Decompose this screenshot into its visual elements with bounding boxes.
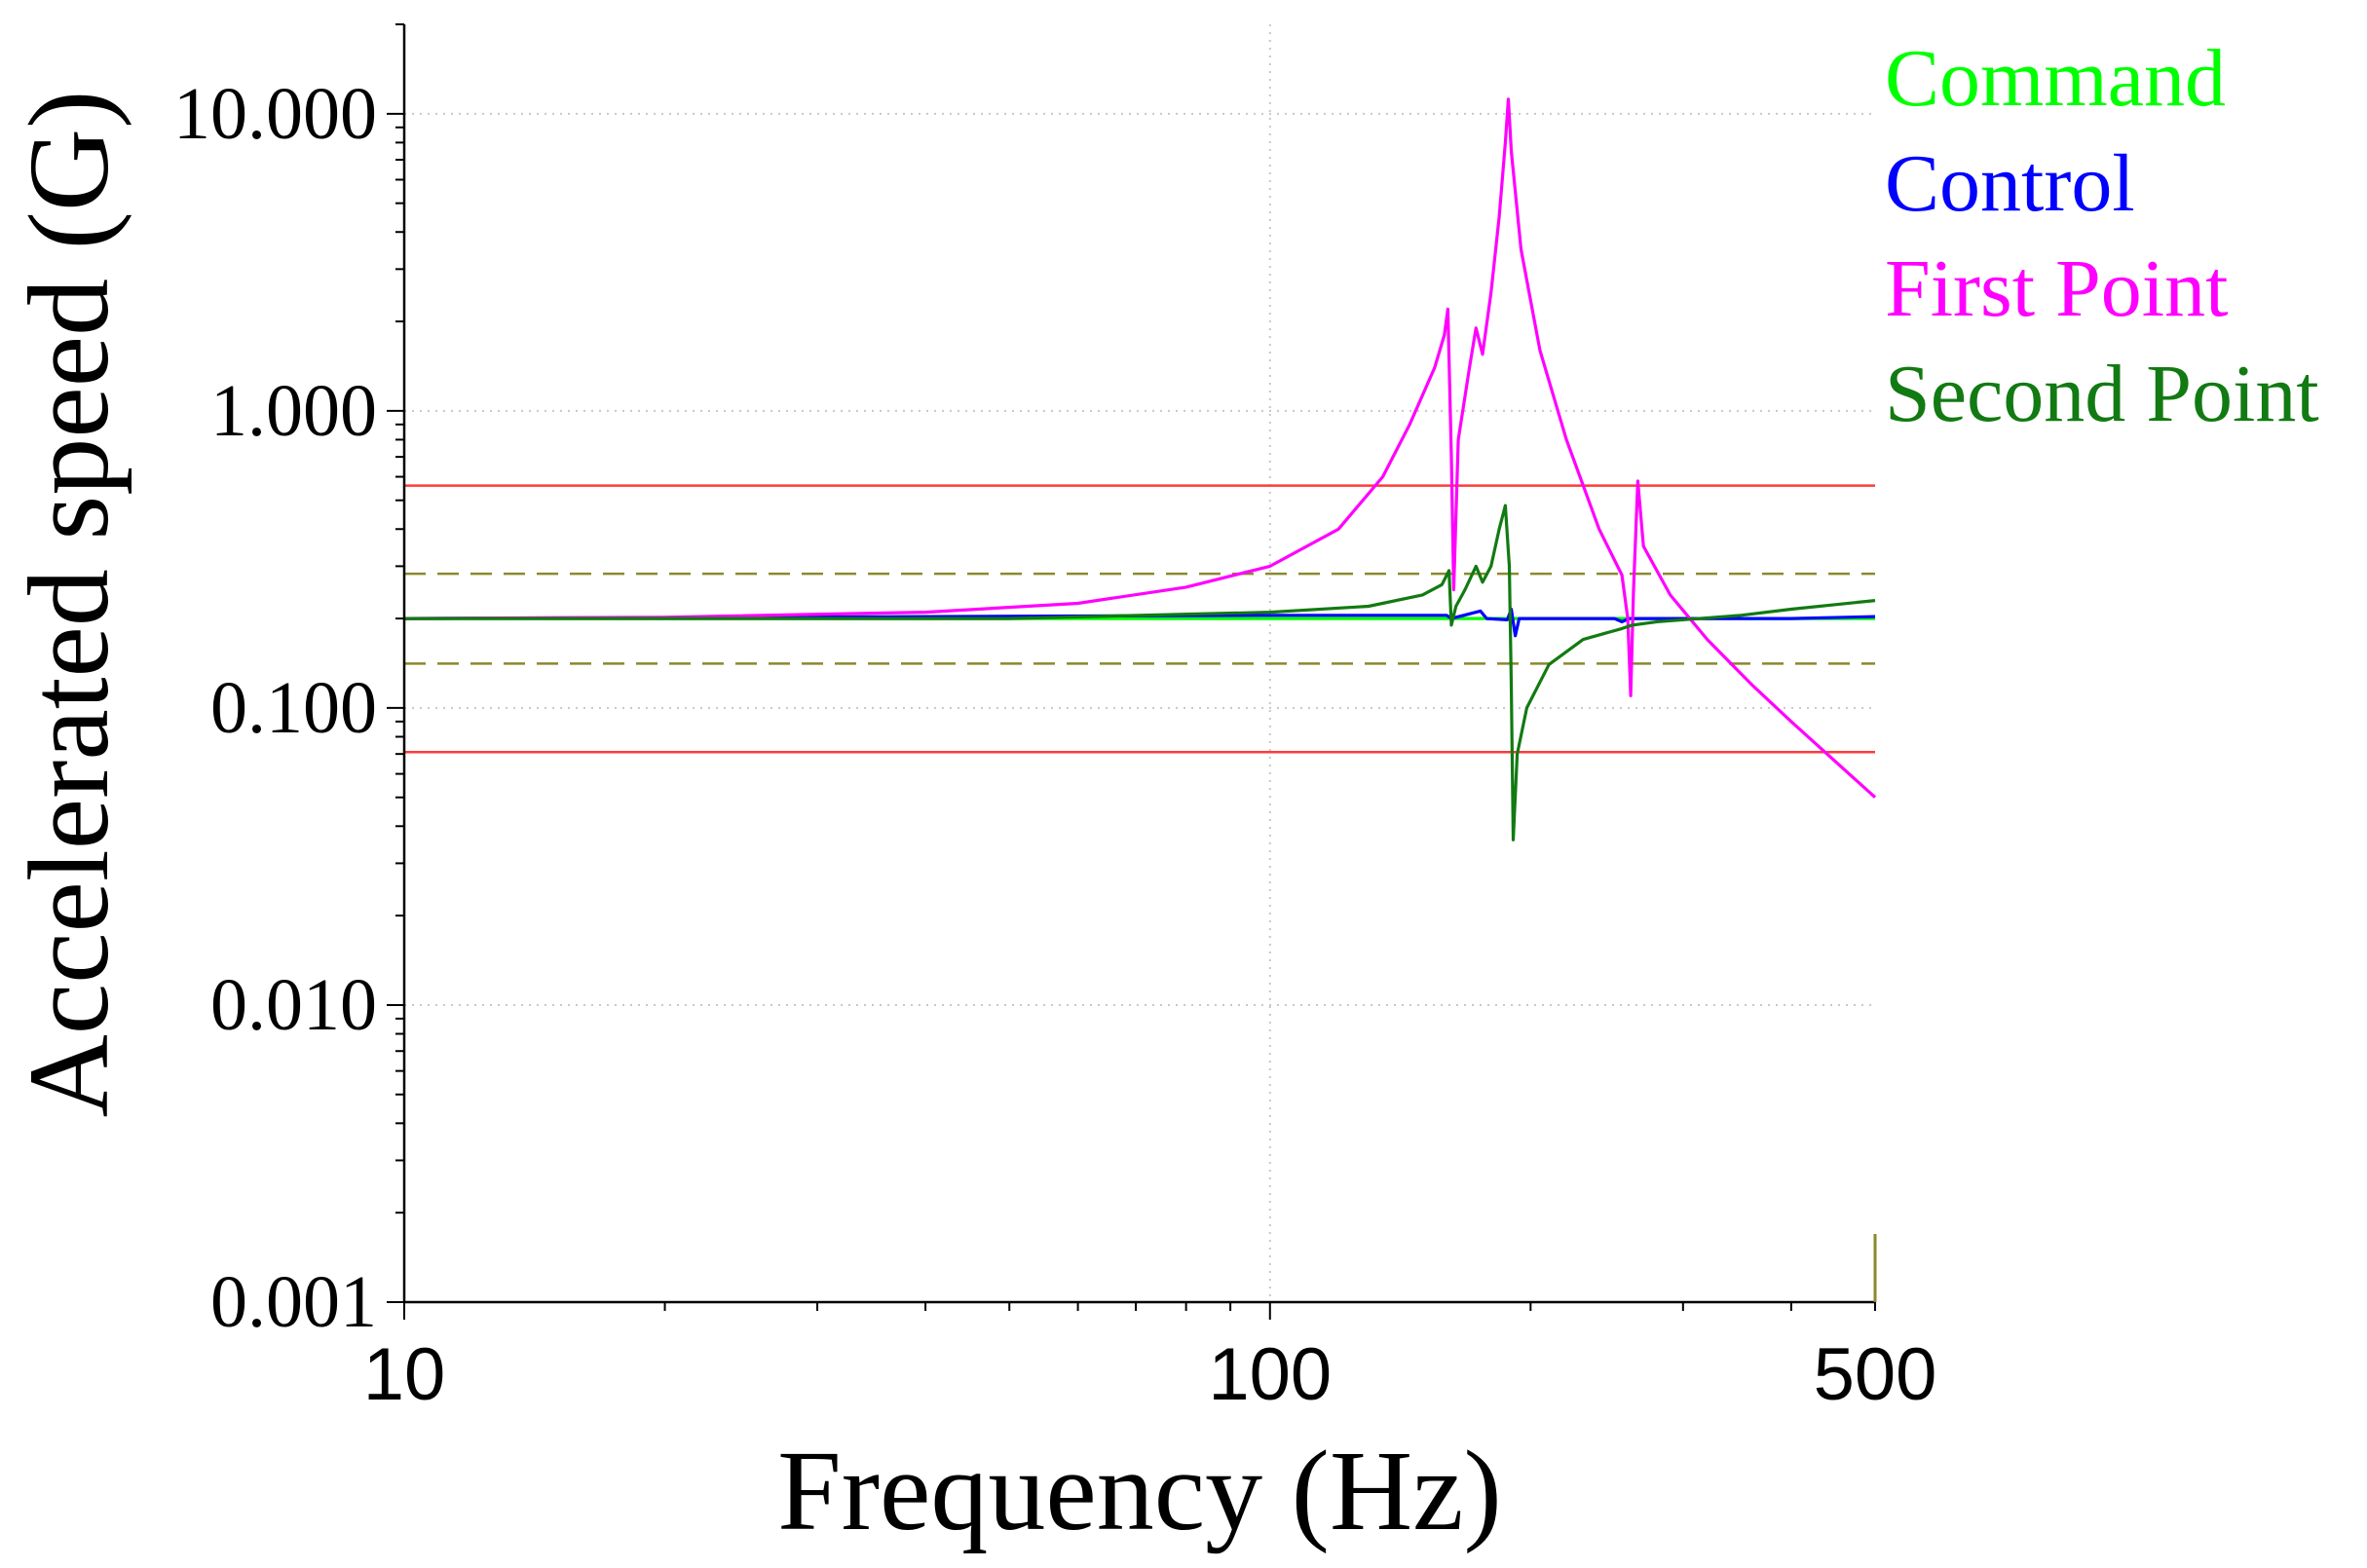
series-second-point-line xyxy=(404,504,1876,841)
legend-item-control: Control xyxy=(1885,138,2135,229)
legend-item-first-point: First Point xyxy=(1885,243,2228,334)
legend: Command Control First Point Second Point xyxy=(1885,33,2319,439)
series-first-point-line xyxy=(403,97,1877,799)
series-layer xyxy=(403,97,1877,841)
x-tick-label-1: 100 xyxy=(1208,1333,1332,1416)
y-tick-label-3: 1.000 xyxy=(210,370,377,452)
x-axis-title: Frequency (Hz) xyxy=(777,1427,1502,1554)
y-axis-title: Accelerated speed (G) xyxy=(5,91,132,1118)
x-tick-labels: 10 100 500 xyxy=(363,1333,1937,1416)
y-tick-label-2: 0.100 xyxy=(210,667,377,749)
legend-item-command: Command xyxy=(1885,33,2226,124)
x-tick-label-2: 500 xyxy=(1814,1333,1937,1416)
y-tick-label-1: 0.010 xyxy=(210,964,377,1046)
axes xyxy=(387,23,1877,1320)
legend-item-second-point: Second Point xyxy=(1885,349,2319,439)
y-tick-label-4: 10.000 xyxy=(173,73,377,155)
y-tick-label-0: 0.001 xyxy=(210,1261,377,1343)
x-tick-label-0: 10 xyxy=(363,1333,446,1416)
y-tick-labels: 0.001 0.010 0.100 1.000 10.000 xyxy=(173,73,377,1343)
